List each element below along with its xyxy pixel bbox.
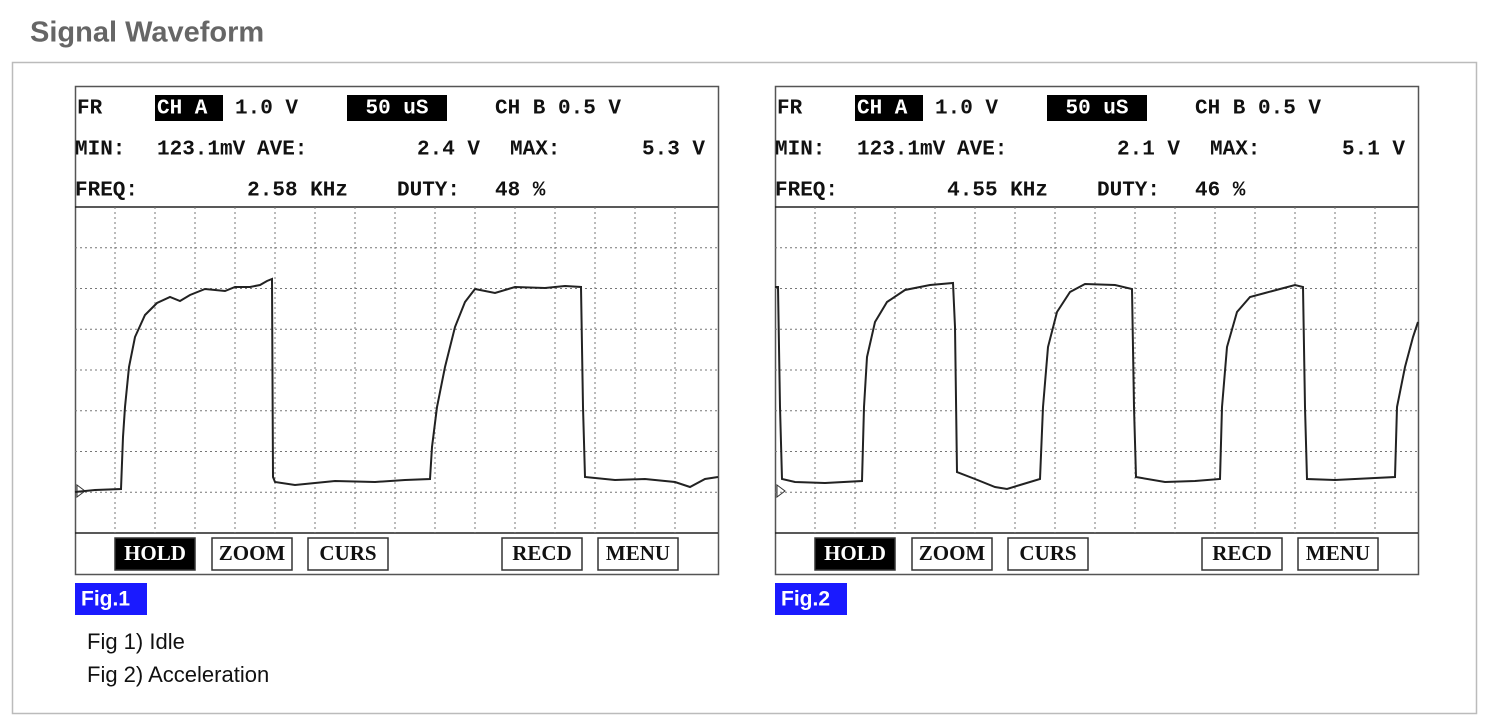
scope-text: 50 uS bbox=[365, 98, 428, 121]
scope-text: 48 % bbox=[495, 180, 546, 203]
page-title: Signal Waveform bbox=[30, 17, 264, 49]
scope-text: AVE: bbox=[257, 139, 307, 162]
button-label: RECD bbox=[512, 541, 572, 565]
scope-text: MIN: bbox=[775, 139, 825, 162]
scope-text: 4.55 KHz bbox=[947, 180, 1048, 203]
button bbox=[597, 537, 679, 571]
button bbox=[1007, 537, 1089, 571]
scope-screen bbox=[74, 85, 720, 576]
button-label: ZOOM bbox=[919, 541, 986, 565]
button bbox=[211, 537, 293, 571]
scope-text: 2.4 V bbox=[417, 139, 480, 162]
scope: FR CH A 1.0 V 50 uS CH B 0.5 V MIN: 123.1mV AVE… bbox=[74, 85, 720, 576]
figure-label: Fig.1 bbox=[81, 588, 130, 611]
note: Fig 2) Acceleration bbox=[87, 662, 269, 687]
note: Fig 1) Idle bbox=[87, 629, 185, 654]
scope-text: FR bbox=[777, 98, 803, 121]
scope-text: FREQ: bbox=[75, 180, 138, 203]
scope-text: FR bbox=[77, 98, 103, 121]
scope-text: 2.58 KHz bbox=[247, 180, 348, 203]
scope-text: AVE: bbox=[957, 139, 1007, 162]
scope-text: 123.1mV bbox=[857, 139, 946, 162]
button bbox=[911, 537, 993, 571]
scope-text: 2.1 V bbox=[1117, 139, 1180, 162]
figure-label: Fig.2 bbox=[781, 588, 830, 611]
scope-text: 123.1mV bbox=[157, 139, 246, 162]
scope-text: 46 % bbox=[1195, 180, 1246, 203]
scope-text: CH B 0.5 V bbox=[495, 98, 621, 121]
scope-text: CH A bbox=[857, 98, 908, 121]
scope-text: DUTY: bbox=[397, 180, 460, 203]
figure-label-box bbox=[775, 583, 847, 615]
scope-text: 5.3 V bbox=[642, 139, 705, 162]
highlight bbox=[155, 95, 223, 121]
scope-text: MIN: bbox=[75, 139, 125, 162]
button-label: MENU bbox=[1306, 541, 1370, 565]
figure-label-box bbox=[75, 583, 147, 615]
scope-text: FREQ: bbox=[775, 180, 838, 203]
scope-text: MAX: bbox=[510, 139, 560, 162]
button bbox=[814, 537, 896, 571]
highlight bbox=[347, 95, 447, 121]
button bbox=[307, 537, 389, 571]
scope-text: 1.0 V bbox=[935, 98, 998, 121]
button-label: HOLD bbox=[824, 541, 886, 565]
button-label: HOLD bbox=[124, 541, 186, 565]
scope-text: 5.1 V bbox=[1342, 139, 1405, 162]
scope-text: DUTY: bbox=[1097, 180, 1160, 203]
scope-text: CH B 0.5 V bbox=[1195, 98, 1321, 121]
button-label: RECD bbox=[1212, 541, 1272, 565]
button-label: CURS bbox=[319, 541, 376, 565]
highlight bbox=[855, 95, 923, 121]
ground-marker bbox=[776, 484, 786, 498]
waveform bbox=[74, 277, 719, 493]
button-label: CURS bbox=[1019, 541, 1076, 565]
highlight bbox=[1047, 95, 1147, 121]
scope: FR CH A 1.0 V 50 uS CH B 0.5 V MIN: 123.1mV AVE… bbox=[774, 85, 1420, 576]
button bbox=[1297, 537, 1379, 571]
button-label: ZOOM bbox=[219, 541, 286, 565]
waveform bbox=[775, 281, 1419, 491]
button bbox=[1201, 537, 1283, 571]
scope-text: 1.0 V bbox=[235, 98, 298, 121]
button bbox=[501, 537, 583, 571]
button-label: MENU bbox=[606, 541, 670, 565]
scope-text: CH A bbox=[157, 98, 208, 121]
frame bbox=[11, 61, 1478, 715]
button bbox=[114, 537, 196, 571]
scope-text: MAX: bbox=[1210, 139, 1260, 162]
scope-text: 50 uS bbox=[1065, 98, 1128, 121]
scope-screen bbox=[774, 85, 1420, 576]
